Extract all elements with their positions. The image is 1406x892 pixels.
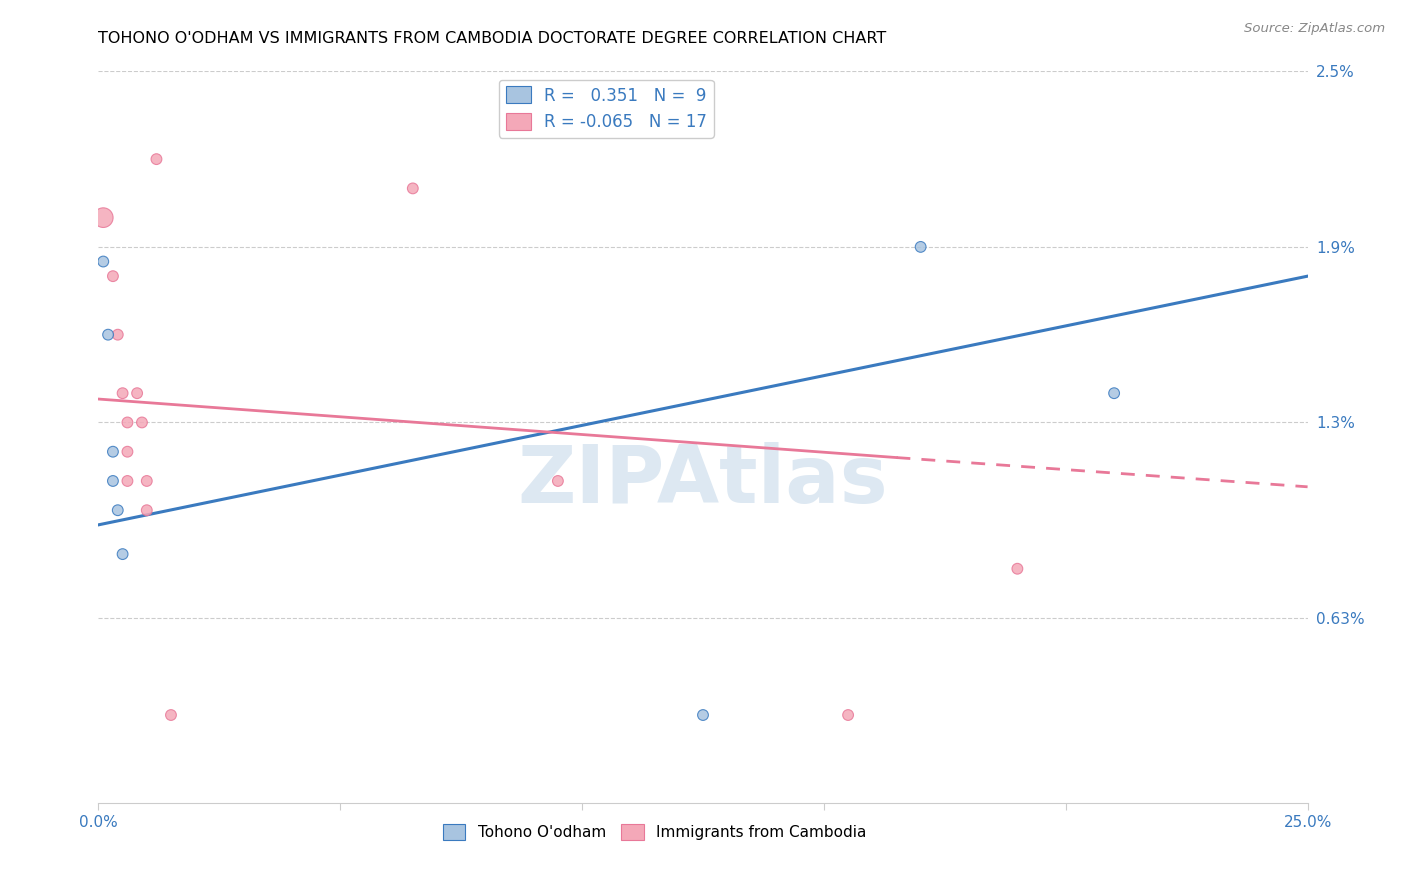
Point (131, 416, 153, 430)
Point (117, 416, 139, 430)
Point (107, 503, 129, 517)
Point (127, 386, 149, 401)
Point (837, 708, 859, 723)
Point (91, 254, 114, 268)
Legend: Tohono O'odham, Immigrants from Cambodia: Tohono O'odham, Immigrants from Cambodia (436, 818, 873, 847)
Point (91, 211, 114, 225)
Text: Source: ZipAtlas.com: Source: ZipAtlas.com (1244, 22, 1385, 36)
Point (1007, 562, 1029, 576)
Point (107, 327, 129, 342)
Point (101, 474, 124, 488)
Point (97, 327, 120, 342)
Point (160, 708, 183, 723)
Point (111, 547, 134, 561)
Point (101, 444, 124, 458)
Text: TOHONO O'ODHAM VS IMMIGRANTS FROM CAMBODIA DOCTORATE DEGREE CORRELATION CHART: TOHONO O'ODHAM VS IMMIGRANTS FROM CAMBOD… (98, 31, 887, 46)
Point (117, 474, 139, 488)
Point (402, 181, 425, 195)
Point (117, 444, 139, 458)
Text: ZIPAtlas: ZIPAtlas (517, 442, 889, 520)
Point (692, 708, 714, 723)
Point (101, 269, 124, 284)
Point (111, 386, 134, 401)
Point (145, 152, 167, 166)
Point (1102, 386, 1125, 401)
Point (135, 503, 157, 517)
Point (547, 474, 569, 488)
Point (135, 474, 157, 488)
Point (910, 240, 932, 254)
